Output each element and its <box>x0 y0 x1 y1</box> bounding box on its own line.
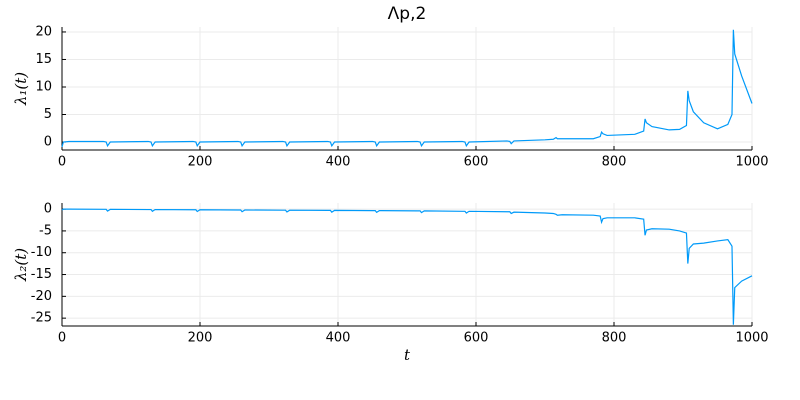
y-tick-label: 0 <box>44 202 52 217</box>
y-axis-label: λ₁(t) <box>12 72 30 106</box>
x-tick-label: 400 <box>326 155 351 170</box>
x-tick-label: 800 <box>602 155 627 170</box>
data-line <box>61 29 753 148</box>
y-tick-label: 15 <box>35 52 52 67</box>
y-axis-label: λ₂(t) <box>12 248 30 282</box>
x-tick-label: 200 <box>188 331 213 346</box>
y-tick-label: -25 <box>31 311 52 326</box>
x-tick-label: 0 <box>58 331 66 346</box>
y-tick-label: -10 <box>31 245 52 260</box>
x-axis-label: t <box>404 346 411 364</box>
x-tick-label: 600 <box>464 331 489 346</box>
y-tick-label: 5 <box>44 107 52 122</box>
y-tick-label: 0 <box>44 135 52 150</box>
x-tick-label: 600 <box>464 155 489 170</box>
chart-title: Λp,2 <box>388 4 427 24</box>
x-tick-label: 400 <box>326 331 351 346</box>
y-tick-label: 20 <box>35 24 52 39</box>
y-tick-label: -15 <box>31 267 52 282</box>
data-line <box>61 208 753 325</box>
y-tick-label: -5 <box>39 223 52 238</box>
y-tick-label: 10 <box>35 79 52 94</box>
x-tick-label: 0 <box>58 155 66 170</box>
x-tick-label: 800 <box>602 331 627 346</box>
y-tick-label: -20 <box>31 289 52 304</box>
x-tick-label: 200 <box>188 155 213 170</box>
x-tick-label: 1000 <box>735 155 768 170</box>
x-tick-label: 1000 <box>735 331 768 346</box>
